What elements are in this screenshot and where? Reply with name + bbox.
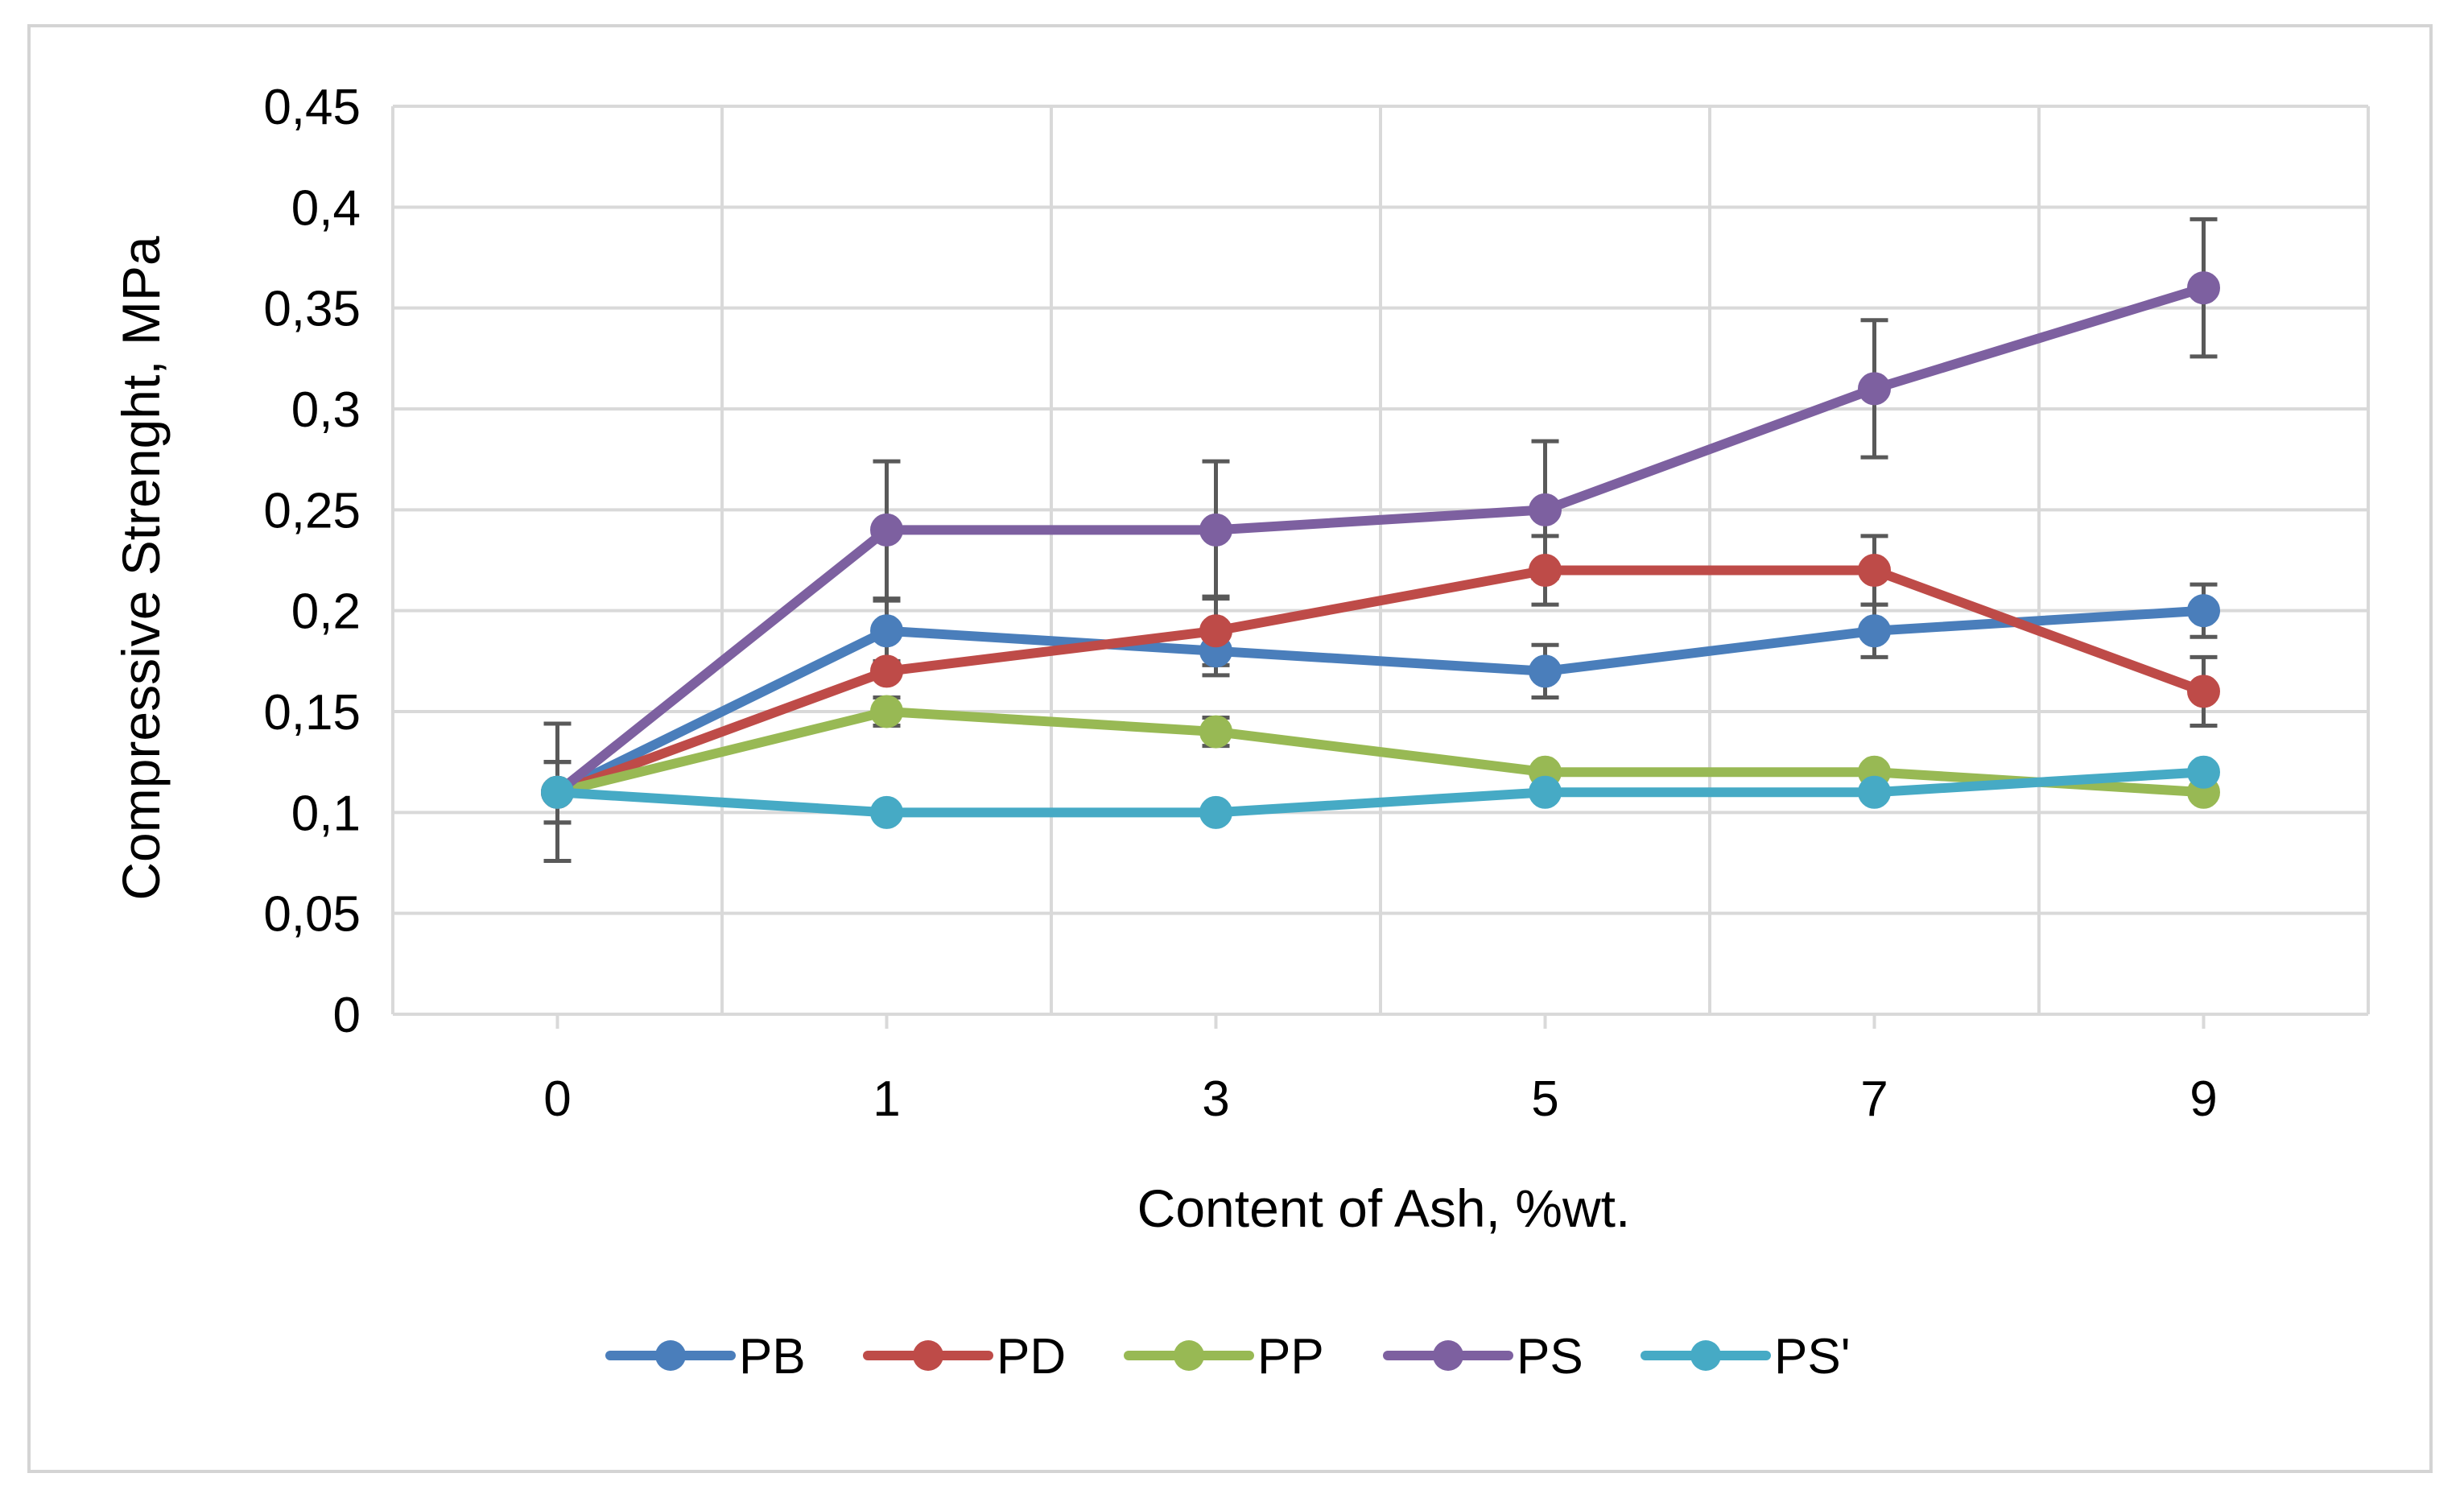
data-point-ps xyxy=(2187,271,2220,305)
x-tick-label: 3 xyxy=(1202,1071,1229,1127)
y-tick-label: 0,2 xyxy=(291,584,361,640)
legend: PB PD PP PS PS' xyxy=(605,1329,1851,1385)
series-line-ps xyxy=(552,283,2209,798)
legend-marker xyxy=(913,1340,943,1371)
y-tick-label: 0,1 xyxy=(291,786,361,841)
data-point-pd xyxy=(870,654,903,688)
data-point-ps-prime xyxy=(2187,755,2220,789)
x-tick-label: 5 xyxy=(1531,1071,1558,1127)
data-point-pp xyxy=(870,695,903,728)
x-tick-label: 7 xyxy=(1860,1071,1888,1127)
data-point-pb xyxy=(2187,594,2220,628)
data-point-ps-prime xyxy=(870,795,903,829)
x-tick-label: 1 xyxy=(873,1071,900,1127)
legend-label: PB xyxy=(739,1329,806,1385)
series-layer xyxy=(541,271,2220,829)
y-tick-label: 0,35 xyxy=(263,282,361,337)
legend-label: PD xyxy=(997,1329,1066,1385)
data-point-pd xyxy=(2187,675,2220,708)
legend-marker xyxy=(1690,1340,1721,1371)
legend-marker xyxy=(655,1340,686,1371)
legend-marker xyxy=(1433,1340,1463,1371)
legend-item-pp: PP xyxy=(1124,1329,1324,1385)
data-point-ps xyxy=(1858,372,1891,406)
data-point-pd xyxy=(1529,554,1562,588)
series-line-ps-prime xyxy=(552,767,2209,818)
series-line-pd xyxy=(552,565,2209,798)
line-chart: 0 0,05 0,1 0,15 0,2 0,25 0,3 0,35 0,4 0,45 0 1 3 5 7 9 C… xyxy=(111,80,2370,1385)
data-point-ps xyxy=(870,513,903,547)
y-tick-label: 0,25 xyxy=(263,483,361,539)
series-line-pb xyxy=(552,605,2209,798)
legend-item-ps-prime: PS' xyxy=(1641,1329,1851,1385)
series-line-pp xyxy=(552,707,2209,798)
data-point-pb xyxy=(1858,614,1891,648)
data-point-pd xyxy=(1858,554,1891,588)
legend-marker xyxy=(1174,1340,1204,1371)
legend-item-ps: PS xyxy=(1383,1329,1583,1385)
y-tick-label: 0,4 xyxy=(291,180,361,236)
grid-layer xyxy=(391,105,2370,1016)
data-point-pp xyxy=(1199,715,1232,749)
data-point-ps-prime xyxy=(1199,795,1232,829)
legend-label: PP xyxy=(1257,1329,1324,1385)
data-point-pd xyxy=(1199,614,1232,648)
data-point-ps xyxy=(1529,493,1562,526)
data-point-ps-prime xyxy=(1529,775,1562,809)
legend-item-pb: PB xyxy=(605,1329,806,1385)
legend-label: PS xyxy=(1517,1329,1583,1385)
x-axis-title: Content of Ash, %wt. xyxy=(1137,1178,1631,1238)
x-tick-label: 0 xyxy=(543,1071,571,1127)
data-point-ps-prime xyxy=(541,775,574,809)
data-point-ps xyxy=(1199,513,1232,547)
data-point-ps-prime xyxy=(1858,775,1891,809)
y-tick-label: 0 xyxy=(333,988,361,1043)
x-tick-label: 9 xyxy=(2190,1071,2217,1127)
y-axis-title: Compressive Strenght, MPa xyxy=(111,236,171,901)
y-tick-label: 0,05 xyxy=(263,887,361,943)
y-tick-label: 0,3 xyxy=(291,382,361,438)
data-point-pb xyxy=(870,614,903,648)
legend-item-pd: PD xyxy=(863,1329,1066,1385)
data-point-pb xyxy=(1529,654,1562,688)
y-tick-label: 0,45 xyxy=(263,80,361,135)
y-tick-label: 0,15 xyxy=(263,685,361,741)
axis-layer: 0 0,05 0,1 0,15 0,2 0,25 0,3 0,35 0,4 0,45 0 1 3 5 7 9 C… xyxy=(111,80,2368,1238)
chart-frame: 0 0,05 0,1 0,15 0,2 0,25 0,3 0,35 0,4 0,45 0 1 3 5 7 9 C… xyxy=(27,24,2433,1473)
legend-label: PS' xyxy=(1774,1329,1851,1385)
